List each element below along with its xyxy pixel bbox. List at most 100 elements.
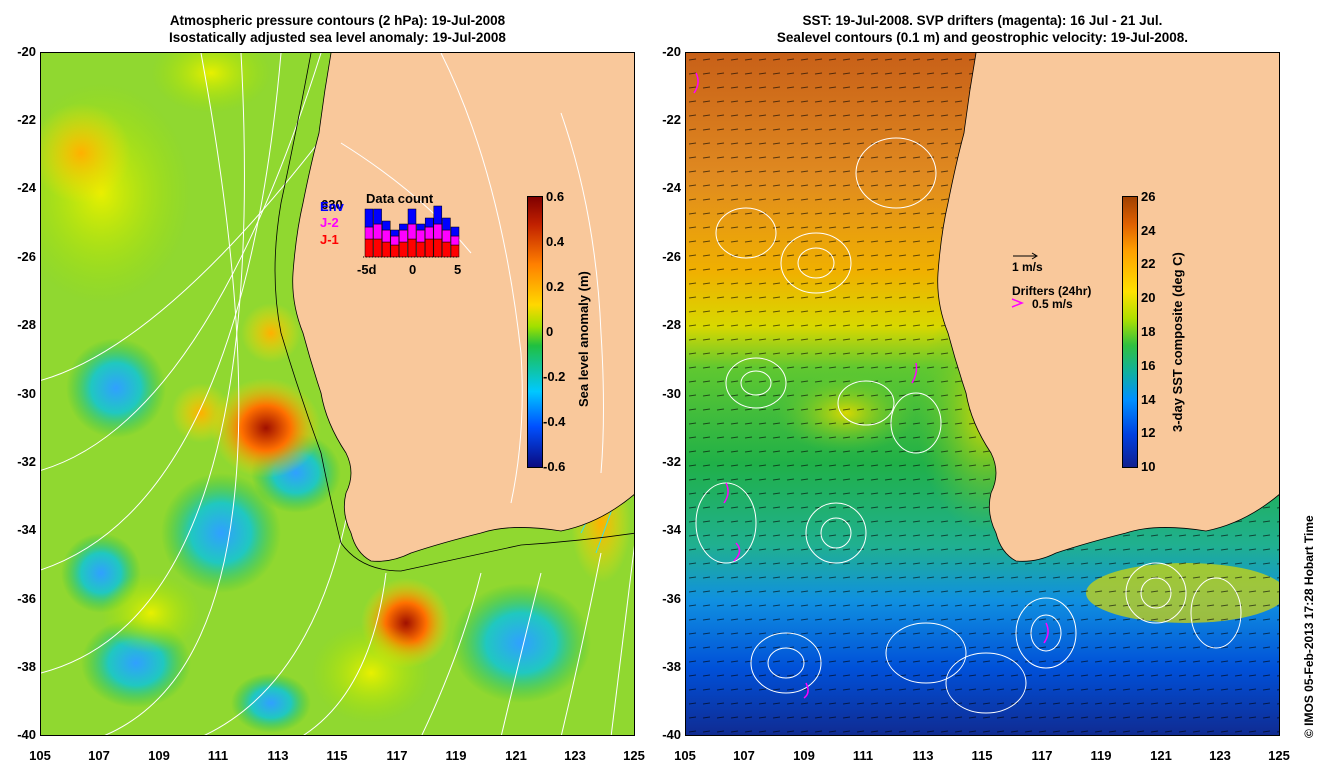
sst-cbar-tick-8: 10 bbox=[1141, 459, 1156, 474]
left-ytick-6: -32 bbox=[17, 454, 36, 469]
left-ytick-5: -30 bbox=[17, 386, 36, 401]
right-title-line2: Sealevel contours (0.1 m) and geostrophi… bbox=[776, 30, 1189, 45]
inset-bar-5-j2 bbox=[407, 223, 417, 240]
inset-bar-1-j2 bbox=[373, 223, 382, 240]
left-xtick-8: 121 bbox=[505, 748, 527, 763]
sla-cbar-tick-3: 0 bbox=[546, 324, 554, 339]
left-xtick-4: 113 bbox=[267, 748, 289, 763]
inset-bar-3-j2 bbox=[390, 235, 400, 246]
right-xtick-0: 105 bbox=[674, 748, 696, 763]
right-ytick-4: -28 bbox=[662, 317, 681, 332]
sst-cbar-tick-2: 22 bbox=[1141, 256, 1156, 271]
inset-xtick-0: -5d bbox=[357, 262, 377, 277]
svp-drifter-tracks bbox=[693, 72, 1049, 699]
coastline-right bbox=[937, 53, 1279, 562]
inset-bar-6-env bbox=[416, 223, 425, 231]
inset-bar-4-j1 bbox=[399, 241, 408, 258]
inset-bar-4-j2 bbox=[399, 229, 408, 243]
right-xtick-7: 119 bbox=[1090, 748, 1112, 763]
inset-bar-5-j1 bbox=[407, 238, 417, 258]
left-xtick-2: 109 bbox=[148, 748, 170, 763]
inset-bar-3-j1 bbox=[390, 244, 400, 258]
right-xtick-2: 109 bbox=[793, 748, 815, 763]
sla-cbar-tick-1: 0.4 bbox=[546, 234, 565, 249]
inset-bar-8-env bbox=[433, 205, 443, 225]
drifter-legend-value: 0.5 m/s bbox=[1032, 297, 1073, 311]
australia-land bbox=[292, 53, 634, 562]
right-ytick-10: -40 bbox=[662, 727, 681, 742]
sst-colorbar bbox=[1122, 196, 1138, 468]
right-ytick-0: -20 bbox=[662, 44, 681, 59]
inset-bar-0-j2 bbox=[364, 226, 374, 240]
inset-bar-9-j1 bbox=[442, 241, 451, 258]
right-ytick-1: -22 bbox=[662, 112, 681, 127]
left-ytick-8: -36 bbox=[17, 591, 36, 606]
left-xtick-1: 107 bbox=[88, 748, 110, 763]
right-ytick-9: -38 bbox=[662, 659, 681, 674]
sst-cbar-tick-3: 20 bbox=[1141, 290, 1156, 305]
inset-legend-j1: J-1 bbox=[320, 232, 339, 247]
right-ytick-8: -36 bbox=[662, 591, 681, 606]
left-ytick-3: -26 bbox=[17, 249, 36, 264]
left-ytick-10: -40 bbox=[17, 727, 36, 742]
sst-cbar-tick-0: 26 bbox=[1141, 189, 1156, 204]
right-xtick-8: 121 bbox=[1150, 748, 1172, 763]
right-ytick-3: -26 bbox=[662, 249, 681, 264]
right-xtick-10: 125 bbox=[1268, 748, 1290, 763]
data-count-inset: Data count -5d 0 5 630 Env J-2 J-1 bbox=[320, 191, 461, 277]
inset-bar-1-j1 bbox=[373, 238, 382, 258]
sla-cbar-tick-5: -0.4 bbox=[543, 414, 566, 429]
inset-xtick-2: 5 bbox=[454, 262, 461, 277]
right-xtick-4: 113 bbox=[912, 748, 934, 763]
right-xtick-6: 117 bbox=[1031, 748, 1053, 763]
sst-cbar-tick-1: 24 bbox=[1141, 223, 1156, 238]
inset-bar-5-env bbox=[407, 208, 417, 225]
inset-title: Data count bbox=[366, 191, 434, 206]
inset-bar-8-j1 bbox=[433, 238, 443, 258]
coastline bbox=[292, 53, 634, 562]
drifter-legend-title: Drifters (24hr) bbox=[1012, 284, 1092, 298]
left-ytick-7: -34 bbox=[17, 522, 36, 537]
inset-max-label: 630 bbox=[321, 197, 343, 212]
left-ytick-2: -24 bbox=[17, 180, 36, 195]
left-title-line2: Isostatically adjusted sea level anomaly… bbox=[169, 30, 506, 45]
velocity-legend-arrow bbox=[1013, 252, 1038, 260]
sla-colorbar-label: Sea level anomaly (m) bbox=[576, 271, 591, 407]
left-ytick-4: -28 bbox=[17, 317, 36, 332]
inset-bar-10-env bbox=[450, 226, 460, 237]
inset-bar-6-j2 bbox=[416, 229, 425, 243]
sla-cbar-tick-6: -0.6 bbox=[543, 459, 566, 474]
sst-cbar-tick-6: 14 bbox=[1141, 392, 1156, 407]
left-xtick-5: 115 bbox=[326, 748, 348, 763]
inset-bar-9-j2 bbox=[442, 229, 451, 243]
inset-legend-env: Env bbox=[320, 199, 345, 214]
inset-bar-7-env bbox=[424, 217, 434, 228]
drifter-legend-arrow bbox=[1011, 298, 1025, 308]
right-ytick-6: -32 bbox=[662, 454, 681, 469]
inset-bar-7-j2 bbox=[424, 226, 434, 240]
left-xtick-0: 105 bbox=[29, 748, 51, 763]
sst-cbar-tick-5: 16 bbox=[1141, 358, 1156, 373]
velocity-legend-label: 1 m/s bbox=[1012, 260, 1043, 274]
sealevel-contours bbox=[695, 137, 1242, 714]
left-map: Data count -5d 0 5 630 Env J-2 J-1 bbox=[40, 52, 635, 736]
sst-cbar-tick-4: 18 bbox=[1141, 324, 1156, 339]
sla-cbar-tick-4: -0.2 bbox=[543, 369, 566, 384]
sst-colorbar-label: 3-day SST composite (deg C) bbox=[1170, 252, 1185, 432]
inset-bar-10-j1 bbox=[450, 244, 460, 258]
left-xtick-3: 111 bbox=[207, 748, 229, 763]
sst-cbar-tick-7: 12 bbox=[1141, 425, 1156, 440]
inset-bar-10-j2 bbox=[450, 235, 460, 246]
left-xtick-6: 117 bbox=[386, 748, 408, 763]
inset-bar-0-env bbox=[364, 208, 374, 228]
inset-bar-2-j1 bbox=[381, 241, 391, 258]
pressure-contours bbox=[41, 53, 634, 735]
inset-bar-4-env bbox=[399, 223, 408, 231]
right-ytick-2: -24 bbox=[662, 180, 681, 195]
inset-xtick-1: 0 bbox=[409, 262, 416, 277]
right-xtick-1: 107 bbox=[733, 748, 755, 763]
inset-bar-6-j1 bbox=[416, 241, 425, 258]
left-xtick-7: 119 bbox=[445, 748, 467, 763]
inset-bar-9-env bbox=[442, 217, 451, 231]
imos-credit: © IMOS 05-Feb-2013 17:28 Hobart Time bbox=[1302, 515, 1316, 738]
